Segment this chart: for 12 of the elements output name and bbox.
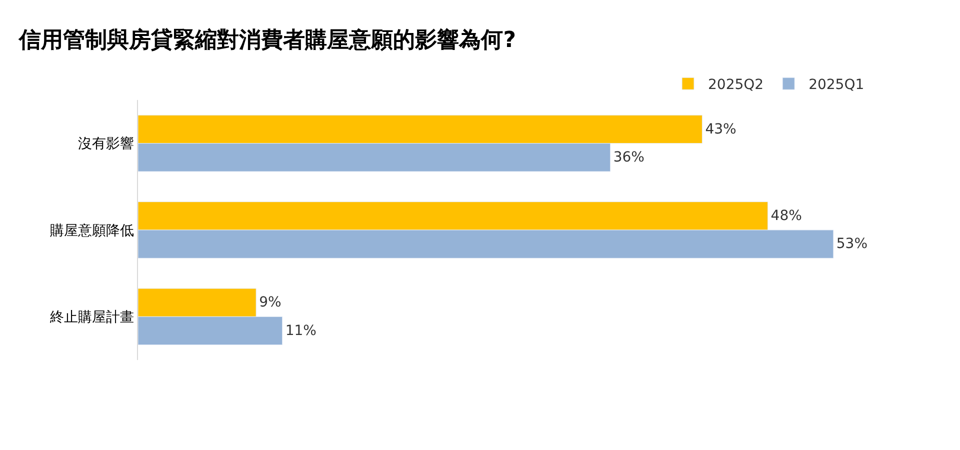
y-tick-label: 終止購屋計畫 — [49, 310, 134, 326]
legend-label: 2025Q2 — [708, 77, 764, 94]
data-label: 53% — [836, 236, 868, 252]
y-tick-label: 購屋意願降低 — [50, 222, 134, 239]
data-label: 48% — [770, 208, 802, 224]
y-tick-label: 沒有影響 — [78, 136, 134, 152]
legend-label: 2025Q1 — [808, 77, 864, 94]
data-label: 36% — [613, 149, 644, 166]
data-label: 9% — [259, 294, 282, 311]
chart-title: 信用管制與房貸緊縮對消費者購屋意願的影響為何? — [18, 26, 516, 53]
data-label: 11% — [285, 322, 316, 339]
data-label: 43% — [705, 121, 736, 138]
